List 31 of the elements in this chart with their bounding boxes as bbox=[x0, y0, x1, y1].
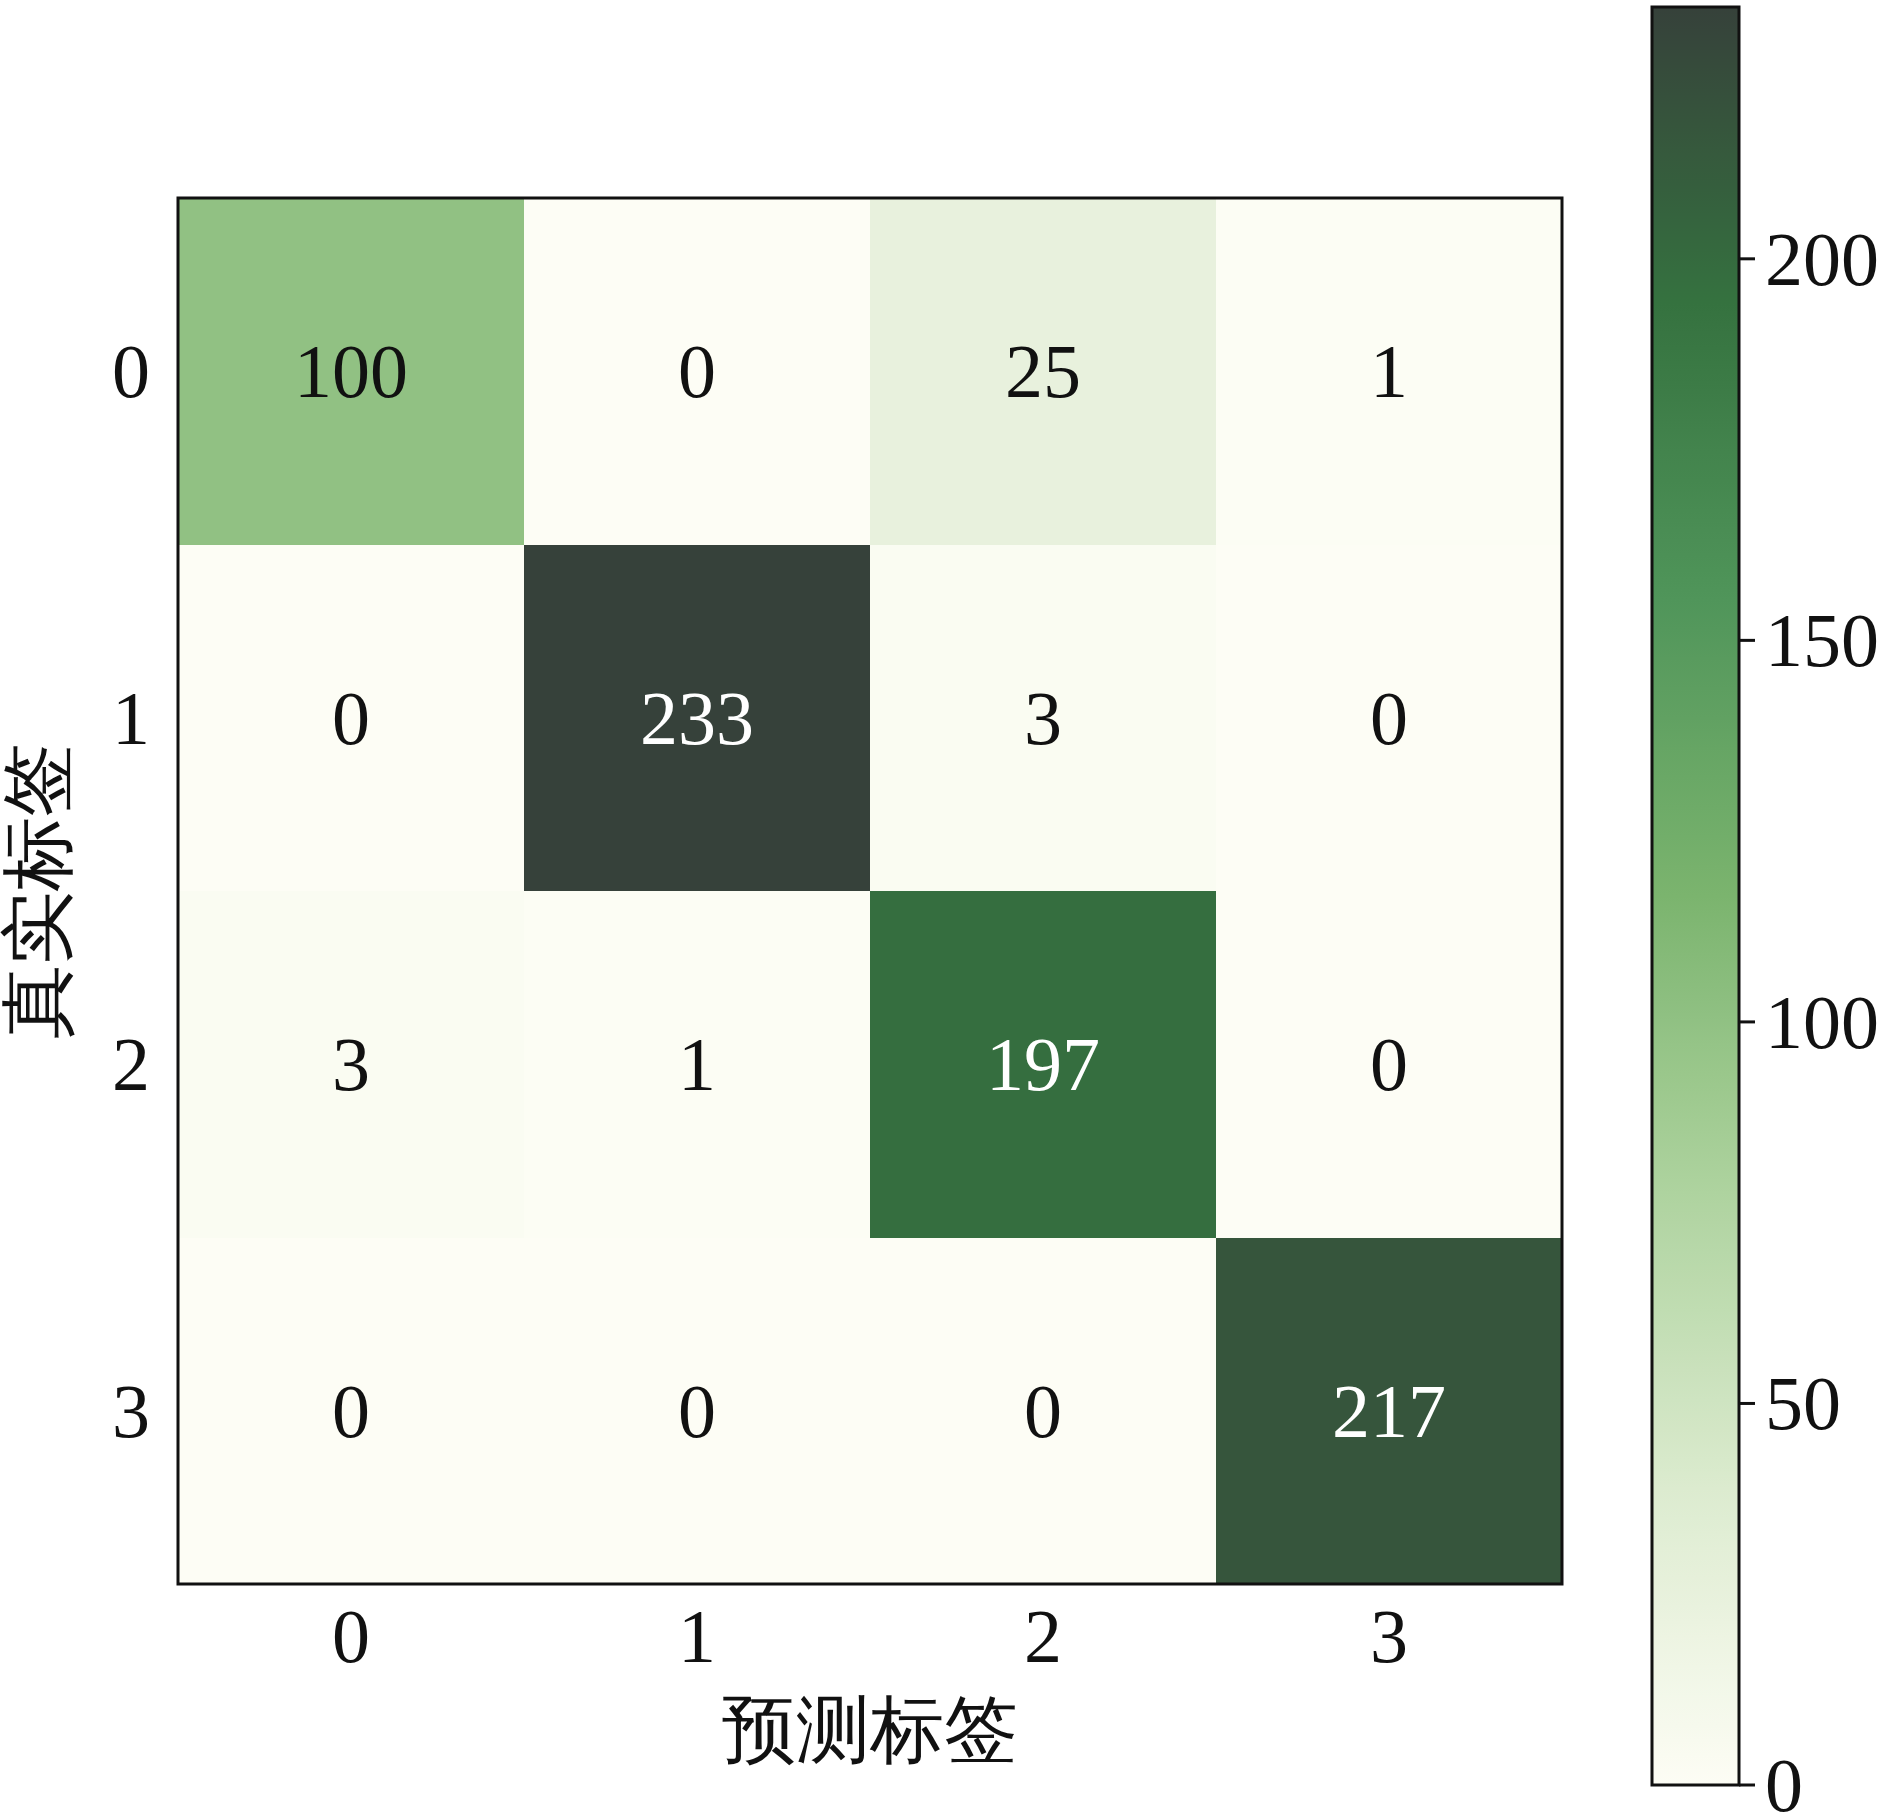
colorbar-tick-label: 200 bbox=[1765, 216, 1879, 301]
data-label: 100 bbox=[294, 329, 408, 414]
data-label: 0 bbox=[332, 1368, 370, 1453]
data-label: 3 bbox=[332, 1022, 370, 1107]
y-tick-label: 3 bbox=[112, 1368, 150, 1453]
x-tick-label: 3 bbox=[1370, 1594, 1408, 1678]
data-label: 1 bbox=[678, 1022, 716, 1107]
data-label: 0 bbox=[678, 1368, 716, 1453]
data-label: 0 bbox=[1024, 1368, 1062, 1453]
x-tick-label: 0 bbox=[332, 1594, 370, 1678]
x-axis-title: 预测标签 bbox=[722, 1689, 1018, 1771]
colorbar-tick-label: 50 bbox=[1765, 1361, 1841, 1446]
y-tick-label: 0 bbox=[112, 329, 150, 414]
colorbar-tick-label: 150 bbox=[1765, 598, 1879, 683]
colorbar-tick-label: 0 bbox=[1765, 1743, 1803, 1815]
data-label: 3 bbox=[1024, 675, 1062, 760]
colorbar-tick-label: 100 bbox=[1765, 979, 1879, 1064]
data-label: 0 bbox=[332, 675, 370, 760]
data-label: 0 bbox=[678, 329, 716, 414]
data-label: 197 bbox=[986, 1022, 1100, 1107]
data-label: 0 bbox=[1370, 1022, 1408, 1107]
x-tick-label: 1 bbox=[678, 1594, 716, 1678]
y-axis-title: 真实标签 bbox=[0, 743, 79, 1039]
data-label: 217 bbox=[1332, 1368, 1446, 1453]
data-label: 233 bbox=[640, 675, 754, 760]
data-label: 0 bbox=[1370, 675, 1408, 760]
y-tick-label: 1 bbox=[112, 675, 150, 760]
y-tick-label: 2 bbox=[112, 1022, 150, 1107]
x-tick-label: 2 bbox=[1024, 1594, 1062, 1678]
data-label: 1 bbox=[1370, 329, 1408, 414]
data-label: 25 bbox=[1005, 329, 1081, 414]
